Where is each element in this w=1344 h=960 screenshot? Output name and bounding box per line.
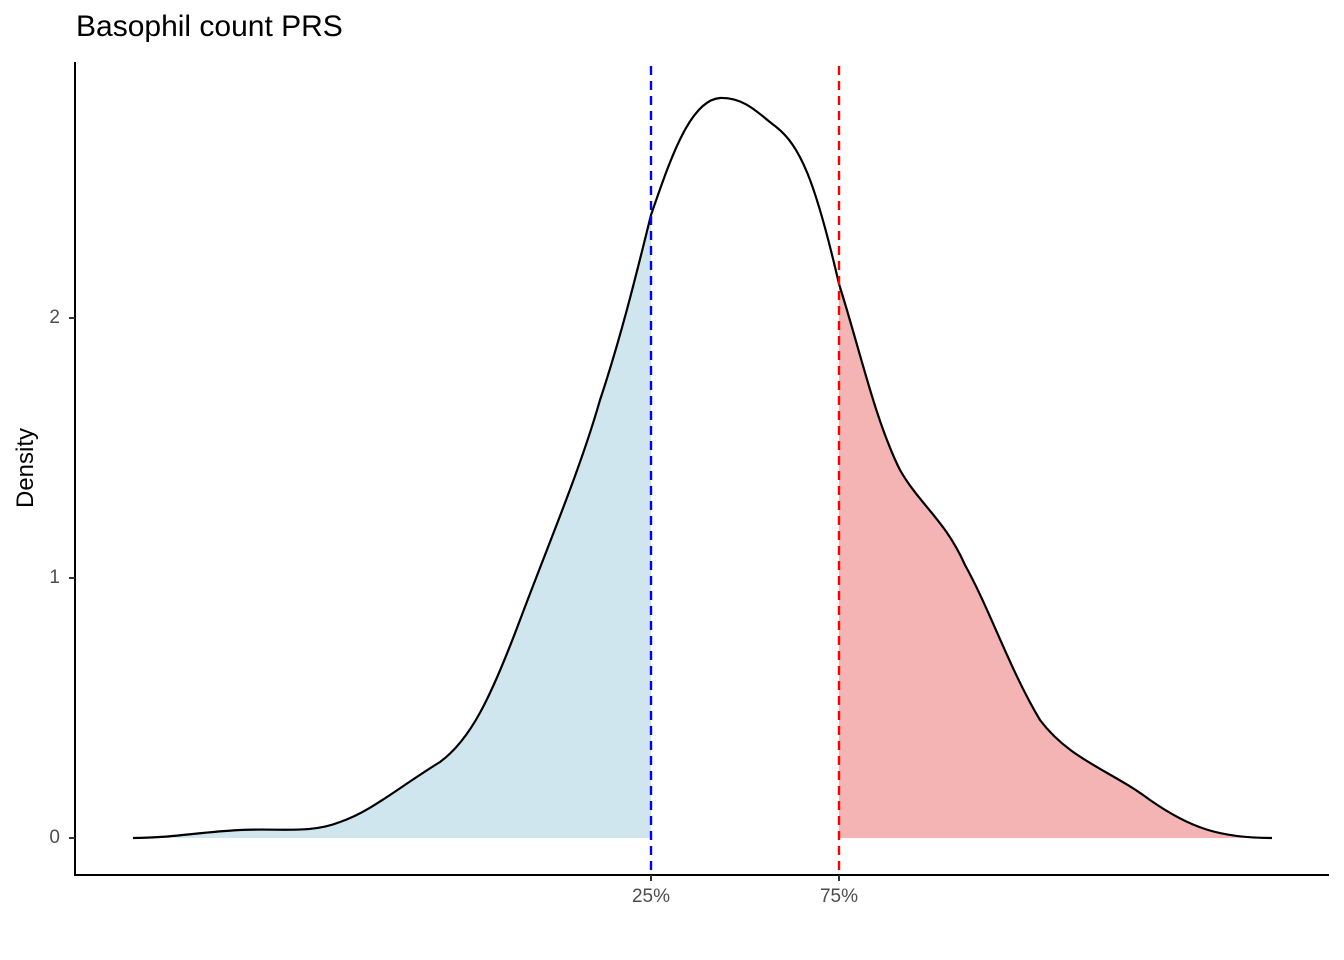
lower-quartile-fill xyxy=(133,215,651,838)
chart-title: Basophil count PRS xyxy=(76,10,343,43)
x-tick-label-75pct: 75% xyxy=(819,886,859,907)
upper-quartile-fill xyxy=(839,284,1272,838)
density-curve xyxy=(132,96,1273,840)
y-tick-label-0: 0 xyxy=(49,827,60,848)
y-tick-label-1: 1 xyxy=(49,567,60,588)
y-tick-label-2: 2 xyxy=(49,307,60,328)
x-tick-label-25pct: 25% xyxy=(631,886,671,907)
